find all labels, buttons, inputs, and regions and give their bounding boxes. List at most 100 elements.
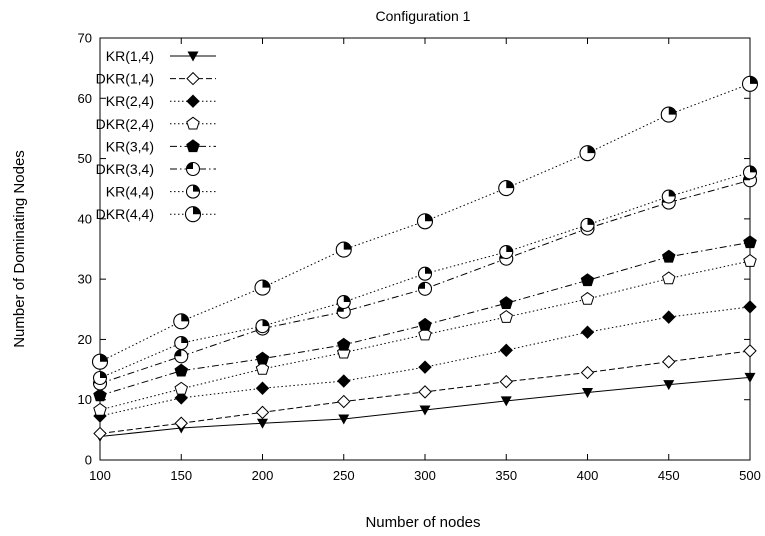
legend-label: DKR(3,4): [96, 161, 154, 177]
data-point: [418, 317, 432, 331]
data-point: [499, 374, 513, 389]
data-point: [499, 244, 514, 260]
data-point: [93, 388, 107, 402]
legend-item: DKR(4,4): [96, 206, 216, 223]
x-tick-label: 400: [577, 468, 599, 483]
data-point: [498, 180, 515, 197]
legend-marker: [186, 94, 200, 108]
x-tick-label: 150: [170, 468, 192, 483]
legend-label: DKR(2,4): [96, 116, 154, 132]
legend-marker: [186, 116, 200, 130]
data-point: [663, 380, 675, 391]
data-point: [743, 300, 757, 314]
data-point: [742, 165, 758, 180]
data-point: [416, 213, 434, 230]
data-point: [93, 402, 107, 416]
data-point: [582, 387, 593, 398]
legend-label: KR(4,4): [106, 184, 154, 200]
data-point: [500, 396, 512, 407]
series-DKR(4,4): [91, 75, 759, 370]
series-KR(1,4): [94, 372, 756, 442]
data-point: [338, 414, 350, 425]
x-tick-label: 300: [414, 468, 436, 483]
data-point: [580, 217, 595, 232]
series-line: [99, 83, 751, 363]
data-point: [337, 394, 351, 409]
y-axis: 0 10 20 30 40 50 60 70: [78, 31, 750, 468]
y-tick-label: 50: [78, 151, 92, 166]
series-line: [99, 241, 751, 396]
legend-item: KR(4,4): [106, 184, 216, 200]
data-point: [174, 335, 189, 351]
data-point: [173, 313, 190, 330]
data-point: [335, 241, 352, 258]
y-tick-label: 20: [78, 332, 92, 347]
chart-title: Configuration 1: [376, 8, 471, 24]
data-point: [417, 266, 433, 281]
legend-marker: [186, 139, 200, 153]
x-tick-label: 350: [495, 468, 517, 483]
data-point: [418, 360, 432, 374]
data-point: [174, 381, 189, 395]
legend-marker: [186, 71, 200, 86]
data-point: [580, 365, 595, 380]
series-KR(4,4): [92, 165, 758, 386]
x-tick-label: 200: [252, 468, 274, 483]
legend-label: DKR(4,4): [96, 206, 154, 222]
data-point: [580, 273, 595, 287]
data-point: [579, 145, 596, 162]
data-point: [662, 310, 676, 324]
y-tick-label: 40: [78, 211, 92, 226]
series-KR(3,4): [93, 235, 757, 402]
data-point: [255, 405, 270, 420]
x-tick-label: 100: [89, 468, 111, 483]
legend-item: KR(3,4): [106, 138, 216, 154]
data-point: [174, 363, 189, 377]
y-tick-label: 10: [78, 392, 92, 407]
data-point: [255, 381, 270, 395]
data-point: [91, 353, 109, 370]
data-point: [255, 351, 270, 365]
legend-label: KR(1,4): [106, 48, 154, 64]
data-point: [255, 319, 270, 334]
data-point: [255, 361, 270, 375]
data-point: [743, 344, 757, 358]
data-point: [254, 279, 271, 296]
data-point: [499, 310, 514, 323]
data-point: [662, 355, 676, 369]
data-point: [257, 418, 268, 429]
y-tick-label: 30: [78, 272, 92, 287]
legend-label: DKR(1,4): [96, 71, 154, 87]
data-point: [336, 295, 351, 310]
y-tick-label: 70: [78, 31, 92, 46]
data-point: [743, 235, 757, 249]
x-axis: 100 150 200 250 300 350 400 450 500: [89, 38, 761, 483]
legend-label: KR(2,4): [106, 93, 154, 109]
legend-item: DKR(2,4): [96, 116, 216, 132]
legend-marker: [184, 206, 202, 223]
data-point: [336, 337, 351, 351]
data-point: [661, 249, 676, 263]
legend-item: KR(1,4): [106, 48, 216, 64]
legend-marker: [185, 184, 201, 199]
series-DKR(2,4): [93, 253, 757, 416]
data-point: [661, 271, 676, 285]
legend-marker: [185, 161, 201, 177]
y-tick-label: 60: [78, 91, 92, 106]
series-line: [99, 171, 751, 379]
data-point: [337, 374, 351, 388]
data-point: [660, 106, 677, 123]
data-point: [499, 343, 513, 357]
data-point: [418, 327, 432, 341]
data-point: [741, 75, 759, 92]
legend-item: DKR(3,4): [96, 161, 216, 177]
data-point: [92, 370, 108, 386]
data-point: [417, 281, 433, 296]
y-axis-label: Number of Dominating Nodes: [11, 150, 28, 348]
legend-item: KR(2,4): [106, 93, 216, 109]
data-point: [174, 416, 188, 430]
x-axis-label: Number of nodes: [365, 514, 480, 531]
legend-marker: [187, 51, 199, 62]
series-layer: [91, 75, 759, 442]
